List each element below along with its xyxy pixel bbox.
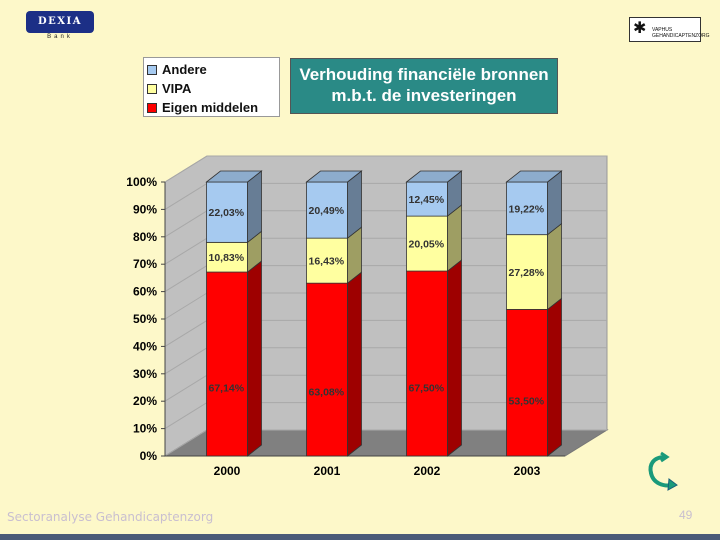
bar-segment-side — [547, 222, 562, 311]
gridline-side — [164, 210, 208, 238]
y-tick-label: 0% — [140, 449, 158, 463]
legend-swatch — [147, 64, 157, 75]
gridline-side — [164, 182, 208, 210]
y-tick-label: 90% — [133, 202, 157, 216]
x-tick-label: 2002 — [414, 464, 441, 478]
legend-swatch — [147, 83, 157, 94]
legend-item-andere: Andere — [147, 60, 279, 79]
y-tick-label: 50% — [133, 312, 157, 326]
gridline-side — [164, 374, 208, 402]
bar-top — [505, 170, 563, 183]
bar-segment-side — [347, 271, 362, 457]
bottom-rule — [0, 534, 720, 540]
data-label: 12,45% — [409, 194, 445, 206]
data-label: 27,28% — [509, 267, 545, 279]
data-label: 16,43% — [309, 256, 345, 268]
y-tick-label: 20% — [133, 394, 157, 408]
page-number: 49 — [679, 508, 693, 522]
cycle-arrow-icon[interactable] — [645, 451, 681, 493]
chart-title: Verhouding financiële bronnen m.b.t. de … — [299, 65, 549, 105]
legend-item-eigen-middelen: Eigen middelen — [147, 98, 279, 117]
bar-top — [305, 170, 363, 183]
bar-segment-side — [247, 260, 262, 457]
bar-segment — [206, 181, 248, 243]
data-label: 67,50% — [409, 382, 445, 394]
bar-segment — [406, 270, 448, 457]
x-tick-label: 2003 — [514, 464, 541, 478]
gridline-side — [164, 265, 208, 293]
bar-top — [405, 170, 463, 183]
legend-label: Eigen middelen — [162, 100, 259, 115]
data-label: 53,50% — [509, 396, 545, 408]
x-tick-label: 2000 — [214, 464, 241, 478]
data-label: 63,08% — [309, 387, 345, 399]
bar-segment-side — [447, 259, 462, 457]
gridline-side — [164, 347, 208, 375]
gridline-side — [164, 155, 208, 183]
footer-text: Sectoranalyse Gehandicaptenzorg — [7, 510, 214, 524]
data-label: 10,83% — [209, 252, 245, 264]
data-label: 19,22% — [509, 203, 545, 215]
legend-label: VIPA — [162, 81, 192, 96]
gridline-side — [164, 319, 208, 347]
y-tick-label: 70% — [133, 257, 157, 271]
bar-segment — [506, 181, 548, 236]
y-tick-label: 40% — [133, 339, 157, 353]
y-tick-label: 100% — [126, 175, 157, 189]
x-tick-label: 2001 — [314, 464, 341, 478]
dexia-logo-text: DEXIA — [38, 16, 82, 27]
bar-segment — [506, 309, 548, 457]
bar-segment-side — [347, 170, 362, 239]
bar-segment — [406, 181, 448, 217]
dexia-logo: DEXIA — [26, 11, 94, 33]
legend-label: Andere — [162, 62, 207, 77]
bar-segment — [306, 282, 348, 457]
data-label: 20,05% — [409, 239, 445, 251]
y-tick-label: 30% — [133, 367, 157, 381]
bar-segment-side — [447, 204, 462, 272]
legend-swatch — [147, 102, 157, 113]
vaphus-logo: ✱ VAPHUS GEHANDICAPTENZORG — [629, 17, 710, 42]
gridline-side — [164, 237, 208, 265]
y-tick-label: 10% — [133, 422, 157, 436]
data-label: 22,03% — [209, 207, 245, 219]
data-label: 67,14% — [209, 383, 245, 395]
bar-segment — [206, 271, 248, 457]
y-tick-label: 80% — [133, 230, 157, 244]
gridline-side — [164, 292, 208, 320]
legend-item-vipa: VIPA — [147, 79, 279, 98]
chart-title-box: Verhouding financiële bronnen m.b.t. de … — [290, 58, 558, 114]
bar-segment-side — [547, 297, 562, 457]
data-label: 20,49% — [309, 205, 345, 217]
gridline-side — [164, 402, 208, 430]
chart-legend: Andere VIPA Eigen middelen — [143, 57, 280, 117]
bar-top — [205, 170, 263, 183]
person-icon: ✱ — [633, 20, 647, 37]
vaphus-logo-text: VAPHUS GEHANDICAPTENZORG — [652, 27, 710, 39]
y-tick-label: 60% — [133, 285, 157, 299]
gridline-side — [164, 429, 208, 457]
bar-segment — [206, 241, 248, 273]
dexia-logo-sub: Bank — [47, 34, 73, 40]
bar-segment-side — [247, 170, 262, 244]
